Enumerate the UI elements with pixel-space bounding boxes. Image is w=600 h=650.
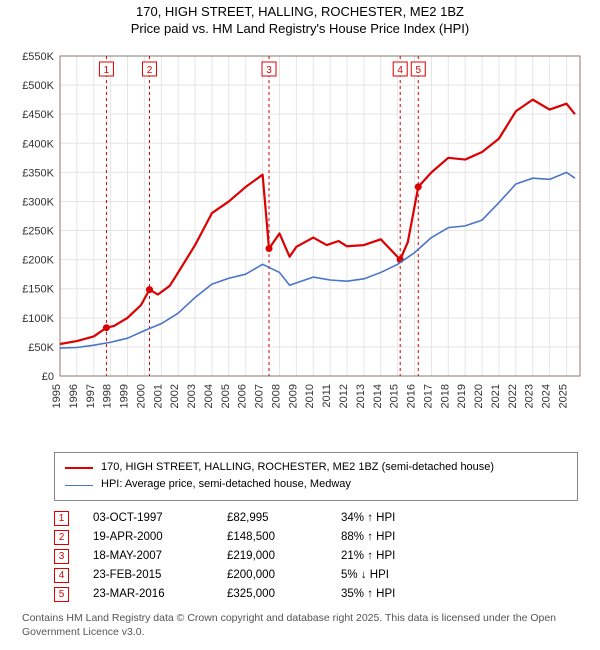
- event-row: 1 03-OCT-1997 £82,995 34% ↑ HPI: [54, 509, 578, 528]
- legend-swatch: [65, 485, 93, 486]
- event-marker: 3: [54, 549, 69, 564]
- svg-text:£0: £0: [42, 371, 54, 383]
- legend-row: HPI: Average price, semi-detached house,…: [65, 476, 567, 494]
- svg-text:£500K: £500K: [22, 80, 54, 92]
- events-table: 1 03-OCT-1997 £82,995 34% ↑ HPI 2 19-APR-2000…: [54, 509, 578, 604]
- svg-text:1997: 1997: [85, 384, 97, 408]
- svg-text:2023: 2023: [524, 384, 536, 408]
- event-row: 3 18-MAY-2007 £219,000 21% ↑ HPI: [54, 547, 578, 566]
- svg-text:2018: 2018: [439, 384, 451, 408]
- svg-text:1998: 1998: [102, 384, 114, 408]
- svg-text:£50K: £50K: [28, 342, 54, 354]
- event-marker: 4: [54, 568, 69, 583]
- event-price: £148,500: [227, 531, 317, 543]
- event-date: 23-MAR-2016: [93, 588, 203, 600]
- svg-text:2001: 2001: [152, 384, 164, 408]
- event-delta: 5% ↓ HPI: [341, 569, 389, 581]
- chart-title-block: 170, HIGH STREET, HALLING, ROCHESTER, ME…: [4, 4, 596, 38]
- svg-text:2007: 2007: [254, 384, 266, 408]
- svg-text:2015: 2015: [389, 384, 401, 408]
- svg-text:£300K: £300K: [22, 196, 54, 208]
- svg-text:£250K: £250K: [22, 225, 54, 237]
- svg-text:2017: 2017: [422, 384, 434, 408]
- svg-text:2014: 2014: [372, 384, 384, 408]
- svg-text:2008: 2008: [270, 384, 282, 408]
- event-date: 19-APR-2000: [93, 531, 203, 543]
- svg-text:2004: 2004: [203, 384, 215, 408]
- event-row: 2 19-APR-2000 £148,500 88% ↑ HPI: [54, 528, 578, 547]
- svg-text:2000: 2000: [135, 384, 147, 408]
- page-container: 170, HIGH STREET, HALLING, ROCHESTER, ME…: [0, 0, 600, 647]
- event-delta: 35% ↑ HPI: [341, 588, 395, 600]
- svg-text:£200K: £200K: [22, 254, 54, 266]
- svg-text:2021: 2021: [490, 384, 502, 408]
- event-marker: 2: [54, 530, 69, 545]
- event-delta: 88% ↑ HPI: [341, 531, 395, 543]
- svg-text:1999: 1999: [119, 384, 131, 408]
- event-date: 03-OCT-1997: [93, 512, 203, 524]
- svg-text:2003: 2003: [186, 384, 198, 408]
- title-line-1: 170, HIGH STREET, HALLING, ROCHESTER, ME…: [4, 4, 596, 21]
- legend-swatch: [65, 467, 93, 469]
- svg-text:2: 2: [147, 65, 153, 76]
- svg-text:1996: 1996: [68, 384, 80, 408]
- legend-label: HPI: Average price, semi-detached house,…: [101, 476, 351, 494]
- svg-text:£450K: £450K: [22, 109, 54, 121]
- svg-text:2012: 2012: [338, 384, 350, 408]
- svg-text:2009: 2009: [287, 384, 299, 408]
- legend: 170, HIGH STREET, HALLING, ROCHESTER, ME…: [54, 452, 578, 501]
- svg-text:1995: 1995: [51, 384, 63, 408]
- svg-text:2025: 2025: [557, 384, 569, 408]
- svg-text:2010: 2010: [304, 384, 316, 408]
- svg-text:2002: 2002: [169, 384, 181, 408]
- event-marker: 1: [54, 511, 69, 526]
- svg-text:2020: 2020: [473, 384, 485, 408]
- event-row: 5 23-MAR-2016 £325,000 35% ↑ HPI: [54, 585, 578, 604]
- svg-text:£150K: £150K: [22, 284, 54, 296]
- svg-text:3: 3: [266, 65, 272, 76]
- footer-note: Contains HM Land Registry data © Crown c…: [22, 612, 578, 639]
- svg-text:£400K: £400K: [22, 138, 54, 150]
- event-price: £200,000: [227, 569, 317, 581]
- svg-text:2016: 2016: [406, 384, 418, 408]
- svg-text:2006: 2006: [237, 384, 249, 408]
- svg-text:2019: 2019: [456, 384, 468, 408]
- svg-text:5: 5: [415, 65, 421, 76]
- svg-text:2022: 2022: [507, 384, 519, 408]
- svg-text:£100K: £100K: [22, 313, 54, 325]
- svg-text:2013: 2013: [355, 384, 367, 408]
- svg-text:1: 1: [104, 65, 110, 76]
- event-date: 23-FEB-2015: [93, 569, 203, 581]
- event-row: 4 23-FEB-2015 £200,000 5% ↓ HPI: [54, 566, 578, 585]
- event-date: 18-MAY-2007: [93, 550, 203, 562]
- event-marker: 5: [54, 587, 69, 602]
- svg-text:2011: 2011: [321, 384, 333, 408]
- svg-text:£350K: £350K: [22, 167, 54, 179]
- event-price: £219,000: [227, 550, 317, 562]
- chart: £0 £50K £100K £150K £200K £250K £300K £350K £400…: [10, 46, 590, 446]
- legend-label: 170, HIGH STREET, HALLING, ROCHESTER, ME…: [101, 459, 494, 477]
- svg-text:2024: 2024: [541, 384, 553, 408]
- event-delta: 34% ↑ HPI: [341, 512, 395, 524]
- title-line-2: Price paid vs. HM Land Registry's House …: [4, 21, 596, 38]
- svg-text:4: 4: [397, 65, 403, 76]
- event-price: £325,000: [227, 588, 317, 600]
- svg-text:2005: 2005: [220, 384, 232, 408]
- legend-row: 170, HIGH STREET, HALLING, ROCHESTER, ME…: [65, 459, 567, 477]
- event-delta: 21% ↑ HPI: [341, 550, 395, 562]
- svg-text:£550K: £550K: [22, 51, 54, 63]
- event-price: £82,995: [227, 512, 317, 524]
- chart-svg: £0 £50K £100K £150K £200K £250K £300K £350K £400…: [10, 46, 590, 446]
